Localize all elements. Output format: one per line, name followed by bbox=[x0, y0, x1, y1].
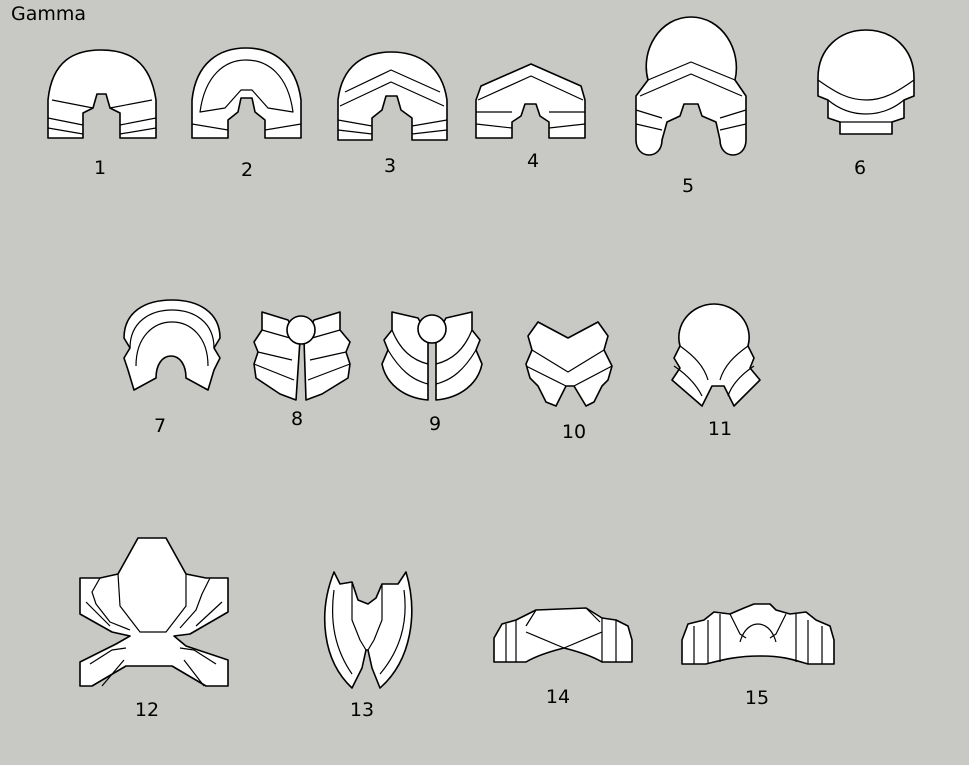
shape-11 bbox=[671, 303, 761, 407]
shape-12 bbox=[79, 537, 229, 687]
shape-6 bbox=[817, 29, 915, 135]
shape-label-14: 14 bbox=[546, 686, 570, 708]
shape-label-5: 5 bbox=[682, 175, 694, 197]
shape-label-13: 13 bbox=[350, 699, 374, 721]
shape-5 bbox=[635, 16, 747, 156]
shape-label-1: 1 bbox=[94, 157, 106, 179]
shape-9 bbox=[381, 311, 483, 401]
shape-14 bbox=[493, 607, 633, 663]
shape-8 bbox=[253, 311, 351, 401]
shape-4 bbox=[475, 63, 586, 139]
shape-3 bbox=[337, 51, 448, 141]
shape-1 bbox=[47, 49, 157, 139]
shape-label-2: 2 bbox=[241, 159, 253, 181]
shape-label-4: 4 bbox=[527, 150, 539, 172]
shape-label-8: 8 bbox=[291, 408, 303, 430]
shape-label-7: 7 bbox=[154, 415, 166, 437]
shape-label-10: 10 bbox=[562, 421, 586, 443]
shape-label-12: 12 bbox=[135, 699, 159, 721]
shape-2 bbox=[191, 47, 302, 139]
shape-10 bbox=[525, 321, 613, 407]
shape-label-11: 11 bbox=[708, 418, 732, 440]
shape-label-6: 6 bbox=[854, 157, 866, 179]
shape-label-15: 15 bbox=[745, 687, 769, 709]
shape-13 bbox=[324, 571, 413, 689]
shape-7 bbox=[123, 299, 221, 391]
shape-label-9: 9 bbox=[429, 413, 441, 435]
shape-label-3: 3 bbox=[384, 155, 396, 177]
shape-15 bbox=[681, 603, 835, 665]
diagram-title: Gamma bbox=[11, 3, 87, 25]
